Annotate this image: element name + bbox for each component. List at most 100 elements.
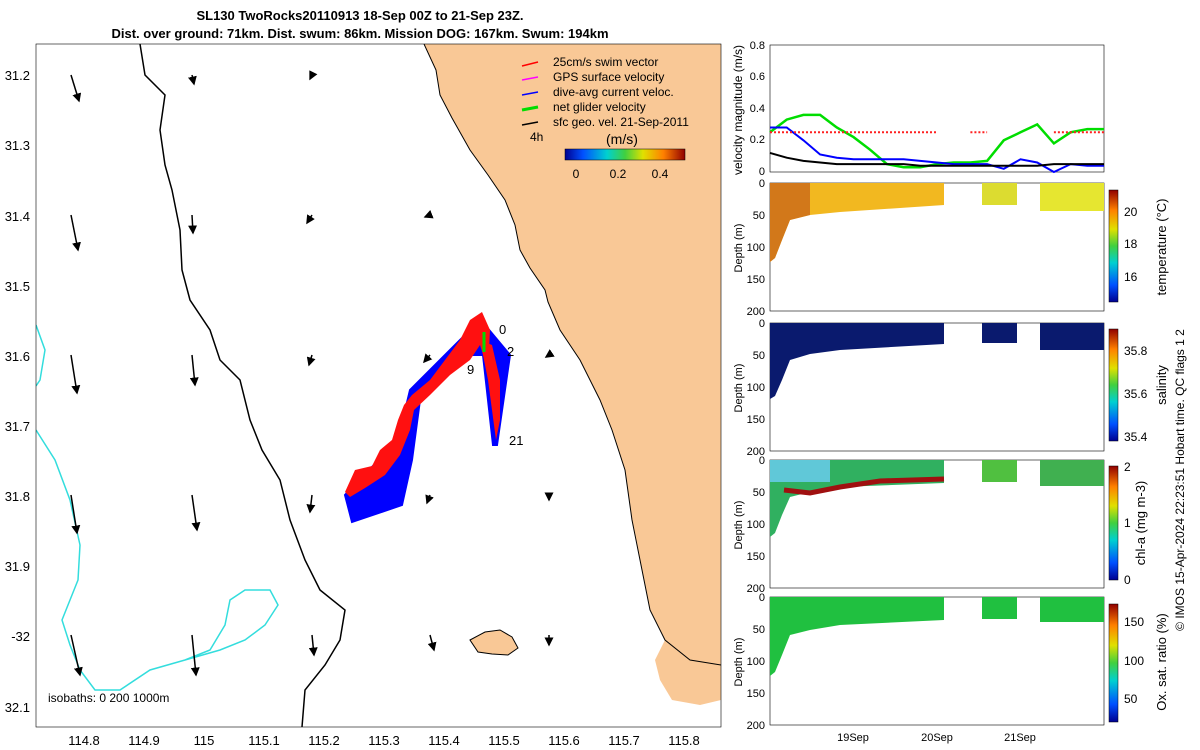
map-frame: [35, 43, 722, 728]
velocity-ytick: 0.8: [750, 40, 765, 52]
lon-tick-label: 115.1: [248, 733, 280, 748]
oxygen-data: [1040, 597, 1104, 622]
lon-tick-label: 114.9: [128, 733, 160, 748]
temperature-warm-region: [770, 183, 810, 262]
legend-swim-vector: 25cm/s swim vector: [553, 55, 658, 69]
chl-a-surface-layer: [770, 460, 830, 482]
salinity-data: [770, 323, 944, 399]
colorbar-tick: 16: [1124, 270, 1138, 284]
velocity-yticks: 0 0.2 0.4 0.6 0.8: [750, 40, 765, 178]
colorbar-tick: 150: [1124, 615, 1144, 629]
depth-tick: 100: [747, 382, 765, 394]
depth-tick: 50: [753, 210, 765, 222]
depth-ticks: 0 50 100 150 200 0 50 100 150 200 0 50 1…: [747, 178, 765, 732]
lat-tick-label: 31.3: [5, 138, 30, 153]
isobaths-label: isobaths: 0 200 1000m: [48, 691, 169, 705]
depth-tick: 50: [753, 487, 765, 499]
chl-a-colorbar: [1108, 465, 1119, 581]
chl-a-panel: [769, 459, 1105, 589]
velocity-series-dive-avg-current: [770, 126, 1104, 174]
depth-ylabel: Depth (m): [733, 638, 745, 687]
depth-tick: 100: [747, 519, 765, 531]
land-mass: [424, 44, 721, 665]
lat-tick-label: 32.1: [5, 700, 30, 715]
lon-tick-label: 114.8: [68, 733, 100, 748]
depth-ylabel: Depth (m): [733, 224, 745, 273]
lat-tick-label: 31.2: [5, 68, 30, 83]
colorbar-label: Ox. sat. ratio (%): [1154, 613, 1169, 711]
lon-tick-label: 115.7: [608, 733, 640, 748]
chl-a-data: [982, 460, 1017, 482]
colorbar-tick: 0: [1124, 573, 1131, 587]
depth-axis-labels: Depth (m) Depth (m) Depth (m) Depth (m): [733, 224, 745, 687]
colorbar-tick: 1: [1124, 516, 1131, 530]
map-legend: 25cm/s swim vector GPS surface velocity …: [521, 55, 689, 181]
velocity-series: [769, 113, 1104, 174]
day-label: 21: [509, 433, 523, 448]
chl-a-data: [1040, 460, 1104, 486]
colorbar-tick-label: 0.2: [610, 167, 627, 181]
time-tick: 20Sep: [921, 732, 953, 744]
map-colorbar: [564, 148, 686, 161]
colorbar-tick: 20: [1124, 205, 1138, 219]
lon-tick-label: 115: [194, 733, 215, 748]
depth-tick: 0: [759, 318, 765, 330]
lat-tick-label: 31.4: [5, 209, 30, 224]
time-ticks: 19Sep 20Sep 21Sep: [837, 732, 1036, 744]
legend-dive-avg-current: dive-avg current veloc.: [553, 85, 674, 99]
oxygen-data: [982, 597, 1017, 619]
time-tick: 21Sep: [1004, 732, 1036, 744]
lat-tick-label: 31.8: [5, 489, 30, 504]
lat-tick-label: 31.6: [5, 349, 30, 364]
velocity-series-net-glider-velocity: [769, 113, 1104, 169]
chart-title-line1: SL130 TwoRocks20110913 18-Sep 00Z to 21-…: [196, 8, 524, 23]
colorbar-label: salinity: [1154, 365, 1169, 405]
colorbar-tick: 35.4: [1124, 430, 1148, 444]
colorbar-tick: 100: [1124, 654, 1144, 668]
land-mass-south: [655, 640, 721, 705]
map-lat-ticks: 31.2 31.3 31.4 31.5 31.6 31.7 31.8 31.9 …: [5, 68, 30, 715]
velocity-panel-ylabel: velocity magnitude (m/s): [731, 45, 745, 175]
swim-vectors: [345, 312, 500, 497]
depth-tick: 50: [753, 624, 765, 636]
lon-tick-label: 115.8: [668, 733, 700, 748]
lat-tick-label: -32: [11, 629, 30, 644]
temperature-data: [1040, 183, 1104, 211]
depth-tick: 0: [759, 178, 765, 190]
depth-ylabel: Depth (m): [733, 501, 745, 550]
legend-net-glider-velocity: net glider velocity: [553, 100, 646, 114]
depth-tick: 150: [747, 274, 765, 286]
lon-tick-label: 115.3: [368, 733, 400, 748]
depth-tick: 0: [759, 592, 765, 604]
geo-velocity-arrows: [70, 70, 555, 677]
lon-tick-label: 115.6: [548, 733, 580, 748]
colorbar-tick: 2: [1124, 460, 1131, 474]
velocity-ytick: 0.2: [750, 134, 765, 146]
oxygen-colorbar: [1108, 603, 1119, 723]
depth-tick: 50: [753, 350, 765, 362]
depth-tick: 100: [747, 656, 765, 668]
depth-tick: 200: [747, 720, 765, 732]
lon-tick-label: 115.4: [428, 733, 460, 748]
depth-colorbars: 16 18 20 temperature (°C) 35.4 35.6 35.8…: [1108, 189, 1169, 723]
temperature-data: [770, 183, 944, 262]
lat-tick-label: 31.9: [5, 559, 30, 574]
coastline: [423, 44, 721, 666]
salinity-panel: [769, 322, 1105, 452]
depth-tick: 100: [747, 242, 765, 254]
colorbar-tick: 35.6: [1124, 387, 1148, 401]
temperature-data: [982, 183, 1017, 205]
salinity-data: [1040, 323, 1104, 350]
depth-tick: 200: [747, 583, 765, 595]
temperature-colorbar: [1108, 189, 1119, 303]
velocity-series-sfc-geo-vel-: [769, 151, 1104, 167]
day-label: 2: [507, 344, 514, 359]
velocity-ytick: 0.4: [750, 103, 765, 115]
chl-a-maximum-layer: [783, 476, 945, 496]
colorbar-label: chl-a (mg m-3): [1133, 481, 1148, 566]
depth-tick: 150: [747, 551, 765, 563]
temperature-panel: [769, 182, 1105, 312]
map-lon-ticks: 114.8 114.9 115 115.1 115.2 115.3 115.4 …: [68, 733, 700, 748]
lat-tick-label: 31.7: [5, 419, 30, 434]
